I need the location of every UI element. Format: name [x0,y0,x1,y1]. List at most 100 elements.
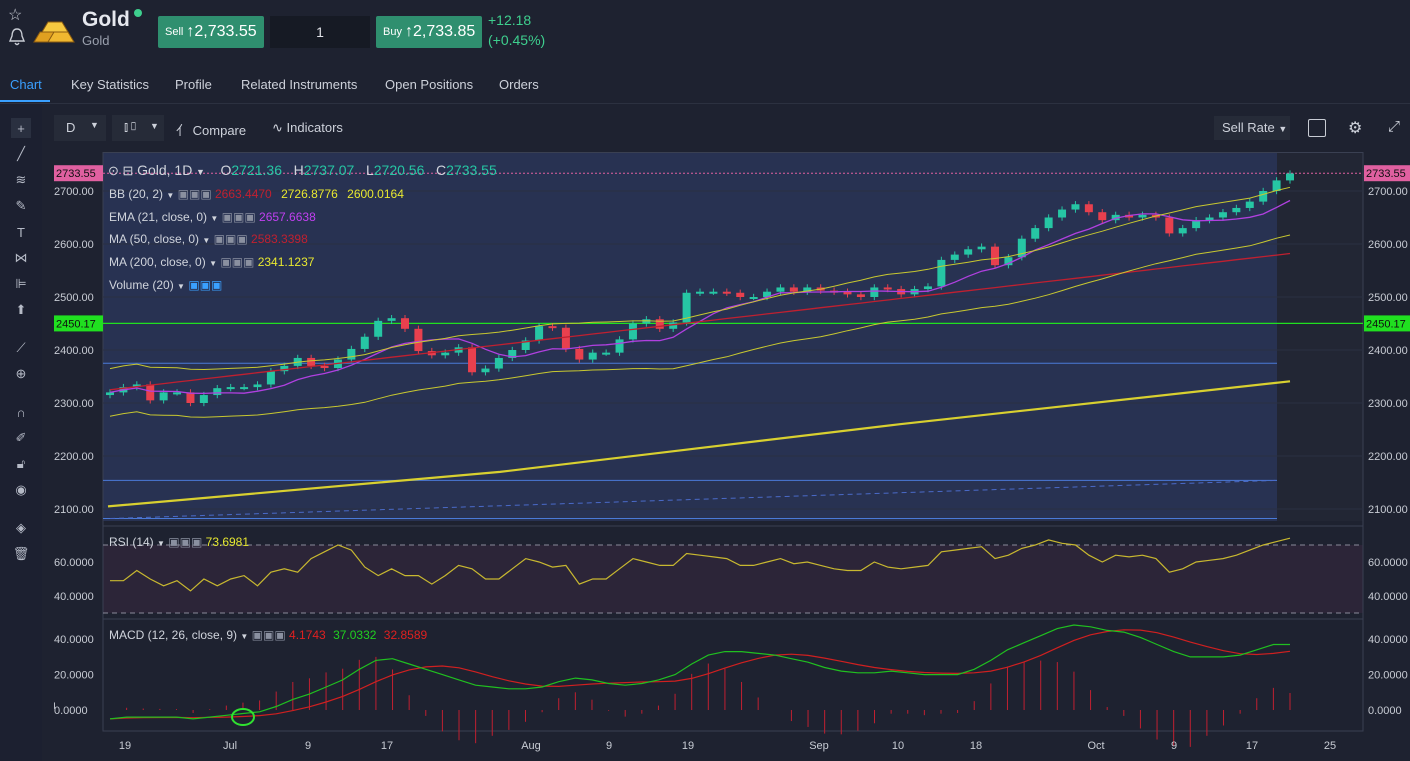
price-axis-label-left: 2600.00 [54,239,94,251]
bb-label[interactable]: BB (20, 2) [109,187,164,201]
indicator-controls-icon[interactable]: ▣▣▣ [221,209,256,224]
macd-axis-label-left: 0.0000 [54,705,88,717]
tab-orders[interactable]: Orders [499,77,539,92]
fib-tool-icon[interactable]: ≋ [15,172,27,187]
sell-button[interactable]: Sell ↑ 2,733.55 [158,16,264,48]
collapse-panel-icon[interactable]: ◀ [48,700,55,710]
volume-label[interactable]: Volume (20) [109,277,174,292]
compare-label: Compare [192,123,247,138]
indicator-controls-icon[interactable]: ▣▣▣ [177,187,212,201]
time-axis-label: Aug [521,740,541,752]
ruler-icon[interactable]: ⟋ [16,340,26,355]
candle-body [669,322,678,329]
interval-select[interactable]: D ▼ [54,115,106,141]
quantity-input[interactable]: 1 [270,16,370,48]
price-axis-label-right: 2500.00 [1368,292,1408,304]
alert-bell-icon[interactable] [8,28,26,50]
chart-type-select[interactable]: ⫾▯ ▼ [112,115,164,141]
price-axis-label-right: 2600.00 [1368,239,1408,251]
tab-bar: Chart Key Statistics Profile Related Ins… [0,66,1410,104]
brush-icon[interactable]: ✎ [15,198,27,213]
tab-related-instruments[interactable]: Related Instruments [241,77,358,92]
candle-body [307,357,316,366]
ma200-label[interactable]: MA (200, close, 0) [109,255,206,270]
chevron-down-icon[interactable]: ▼ [195,167,205,177]
buy-button[interactable]: Buy ↑ 2,733.85 [376,16,482,48]
chevron-down-icon[interactable]: ▼ [177,281,185,291]
ma50-legend: MA (50, close, 0) ▼ ▣▣▣ 2583.3398 [109,229,404,252]
instrument-header: ☆ Gold Gold Sell ↑ 2,733.55 1 Buy ↑ 2,73… [0,0,1410,66]
candle-body [374,320,383,337]
candle-body [387,318,396,321]
macd-axis-label-right: 20.0000 [1368,670,1408,682]
macd-axis-label-left: 40.0000 [54,634,94,646]
rsi-legend: RSI (14) ▼ ▣▣▣ 73.6981 [109,535,249,549]
indicator-controls-icon[interactable]: ▣▣▣ [213,232,248,247]
collapse-icon[interactable]: ⊙ [108,163,119,178]
alert-price-tag-right: 2450.17 [1366,318,1406,330]
ma50-label[interactable]: MA (50, close, 0) [109,232,200,247]
ema-value: 2657.6638 [259,209,316,224]
indicator-controls-icon[interactable]: ▣▣▣ [168,535,203,549]
time-axis-label: 18 [970,740,982,752]
time-axis-label: 17 [381,740,393,752]
price-change: +12.18 [488,12,532,28]
pencil-lock-icon[interactable]: ✐ [15,430,27,445]
crosshair-icon[interactable]: + [11,118,31,138]
time-axis-label: 17 [1246,740,1258,752]
candle-body [789,287,798,292]
arrow-up-icon[interactable]: ⬆ [15,302,27,317]
pattern-tool-icon[interactable]: ⋈ [14,250,28,265]
candle-body [950,254,959,260]
chart-area[interactable]: 2700.00 2700.00 2600.00 2600.00 2500.00 2500.… [48,152,1410,761]
trend-line-icon[interactable]: ╱ [17,146,25,161]
rsi-axis-label-left: 40.0000 [54,591,94,603]
tab-profile[interactable]: Profile [175,77,212,92]
candle-body [266,371,275,385]
compare-button[interactable]: ⺅ Compare [176,120,246,139]
hide-icon[interactable]: ⊟ [122,163,134,178]
instrument-title: Gold [82,8,130,31]
current-price-tag-right: 2733.55 [1366,168,1406,180]
text-tool-icon[interactable]: T [17,224,25,240]
bb-upper-value: 2726.8776 [281,187,338,201]
candle-body [414,328,423,352]
fullscreen-icon[interactable]: ⤢ [1388,118,1401,135]
forecast-tool-icon[interactable]: ⊫ [15,276,27,291]
chevron-down-icon[interactable]: ▼ [166,191,175,200]
settings-gear-icon[interactable]: ⚙ [1348,120,1363,137]
chevron-down-icon[interactable]: ▼ [210,213,219,223]
macd-label[interactable]: MACD (12, 26, close, 9) [109,628,238,642]
bollinger-lower-line [109,234,1291,418]
tab-open-positions[interactable]: Open Positions [385,77,474,92]
candle-body [1286,173,1294,181]
candle-body [856,294,865,297]
indicators-button[interactable]: ∿ Indicators [272,120,343,136]
price-type-select[interactable]: Sell Rate ▼ [1214,116,1290,140]
chevron-down-icon[interactable]: ▼ [202,236,211,246]
ema-label[interactable]: EMA (21, close, 0) [109,209,208,224]
magnet-icon[interactable]: ∩ [16,404,26,420]
eye-icon[interactable]: ◉ [15,482,27,497]
candle-body [1111,214,1120,221]
zoom-in-icon[interactable]: ⊕ [15,366,27,381]
candle-body [655,319,664,329]
indicator-controls-icon[interactable]: ▣▣▣ [188,277,223,292]
layers-icon[interactable]: ◈ [16,520,26,535]
price-chart[interactable]: 2700.00 2700.00 2600.00 2600.00 2500.00 2500.… [48,152,1410,761]
snapshot-icon[interactable] [1308,119,1326,137]
indicators-label: Indicators [286,120,343,135]
lock-icon[interactable]: 🔓︎ [16,456,26,471]
tab-key-statistics[interactable]: Key Statistics [71,77,150,92]
trash-icon[interactable]: 🗑︎ [12,546,30,561]
tab-chart[interactable]: Chart [10,77,42,92]
indicator-controls-icon[interactable]: ▣▣▣ [220,255,255,270]
chevron-down-icon[interactable]: ▼ [157,539,165,548]
chevron-down-icon[interactable]: ▼ [240,632,249,641]
rsi-label[interactable]: RSI (14) [109,535,154,549]
candle-body [763,291,772,297]
chevron-down-icon[interactable]: ▼ [209,259,217,269]
star-icon[interactable]: ☆ [8,7,23,24]
chevron-down-icon: ▼ [1278,124,1288,134]
indicator-controls-icon[interactable]: ▣▣▣ [251,628,286,642]
